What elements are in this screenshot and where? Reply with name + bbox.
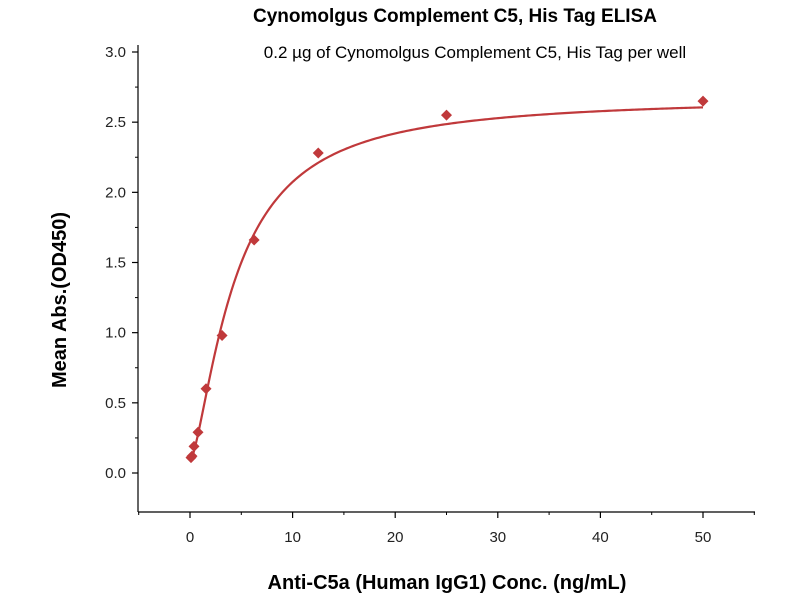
y-tick-label: 1.5 — [105, 255, 126, 272]
data-point — [441, 109, 452, 121]
data-point — [697, 95, 709, 107]
chart-subtitle: 0.2 µg of Cynomolgus Complement C5, His … — [264, 43, 686, 62]
y-tick-label: 2.0 — [105, 184, 126, 201]
y-tick-label: 3.0 — [105, 44, 126, 61]
x-tick-label: 30 — [489, 529, 506, 546]
data-point — [188, 440, 200, 452]
data-point — [200, 383, 212, 395]
y-tick-label: 0.5 — [105, 395, 126, 412]
data-point — [192, 426, 204, 438]
x-tick-label: 0 — [186, 529, 194, 546]
x-tick-label: 40 — [592, 529, 609, 546]
x-ticks: 0 10 20 30 40 50 — [138, 512, 755, 546]
x-tick-label: 20 — [387, 529, 404, 546]
y-tick-label: 0.0 — [105, 465, 126, 482]
y-ticks: 0.0 0.5 1.0 1.5 2.0 2.5 3.0 — [105, 44, 138, 482]
data-point — [248, 234, 260, 246]
data-point — [186, 450, 198, 462]
y-tick-label: 2.5 — [105, 114, 126, 131]
x-tick-label: 50 — [695, 529, 712, 546]
data-point — [312, 147, 324, 159]
y-tick-label: 1.0 — [105, 325, 126, 342]
fit-curve — [189, 106, 704, 461]
y-axis-label: Mean Abs.(OD450) — [49, 212, 71, 388]
x-axis-label: Anti-C5a (Human IgG1) Conc. (ng/mL) — [268, 572, 627, 594]
chart-title: Cynomolgus Complement C5, His Tag ELISA — [253, 6, 657, 27]
data-point — [216, 329, 228, 341]
x-tick-label: 10 — [284, 529, 301, 546]
data-points — [185, 95, 709, 464]
